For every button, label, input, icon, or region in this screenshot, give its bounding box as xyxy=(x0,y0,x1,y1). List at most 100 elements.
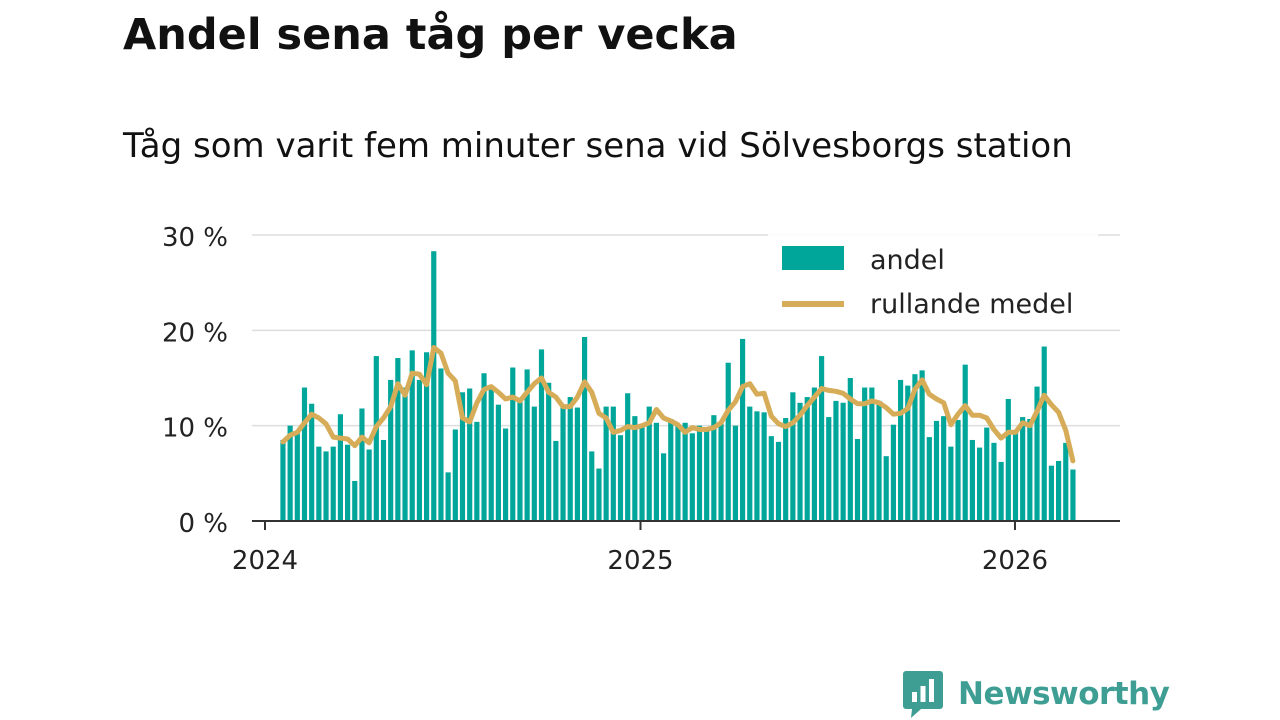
bar xyxy=(531,406,537,521)
bar xyxy=(854,439,861,521)
bar xyxy=(826,417,832,521)
bar xyxy=(1055,460,1062,521)
x-axis: 2024 2025 2026 xyxy=(232,520,1120,576)
bar xyxy=(984,427,990,521)
bar xyxy=(567,397,573,521)
bar xyxy=(280,439,286,521)
bar xyxy=(424,352,430,521)
bar xyxy=(625,393,631,521)
bar xyxy=(517,401,523,521)
y-tick-label: 10 % xyxy=(162,414,228,444)
bar xyxy=(459,392,466,521)
bar xyxy=(488,387,494,521)
newsworthy-logo-icon xyxy=(903,671,943,718)
bar xyxy=(704,427,710,521)
bar xyxy=(718,423,724,521)
y-axis: 0 % 10 % 20 % 30 % xyxy=(162,223,228,539)
series-line xyxy=(280,345,1076,464)
bar xyxy=(294,433,300,521)
bar xyxy=(783,418,789,521)
bar xyxy=(646,406,652,521)
bar xyxy=(682,422,688,521)
bar xyxy=(467,388,473,521)
bar xyxy=(1048,465,1054,521)
bar xyxy=(761,412,767,521)
bar xyxy=(560,406,566,521)
bar xyxy=(955,419,961,521)
bar xyxy=(416,379,422,521)
bar xyxy=(912,374,918,521)
bar xyxy=(969,439,975,521)
bar xyxy=(675,425,681,521)
bar xyxy=(739,338,746,521)
bar xyxy=(948,446,954,521)
bar xyxy=(905,385,911,521)
bar xyxy=(345,444,351,521)
bar xyxy=(1034,386,1040,521)
bar xyxy=(941,416,947,521)
bar xyxy=(797,402,803,521)
bar xyxy=(919,370,925,521)
bar xyxy=(546,382,552,521)
bar-series-andel xyxy=(280,251,1076,521)
legend: andel rullande medel xyxy=(768,233,1098,328)
bar xyxy=(495,404,501,521)
bar xyxy=(976,447,983,521)
bar xyxy=(366,449,372,521)
bar xyxy=(1063,442,1069,521)
bar xyxy=(897,379,904,521)
bar xyxy=(926,437,932,521)
bar xyxy=(840,402,846,521)
bar xyxy=(359,408,365,521)
x-tick-label: 2026 xyxy=(982,546,1048,576)
bar xyxy=(833,400,839,521)
bar xyxy=(991,442,997,521)
bar xyxy=(337,414,343,521)
bar xyxy=(582,337,588,521)
bar xyxy=(388,379,394,521)
bar xyxy=(330,446,336,521)
bar xyxy=(617,435,624,521)
bar xyxy=(747,406,753,521)
bar xyxy=(323,451,329,521)
bar xyxy=(725,362,731,521)
bar xyxy=(811,387,817,521)
legend-label-andel: andel xyxy=(870,245,945,276)
bar xyxy=(847,378,853,521)
bar xyxy=(668,418,674,521)
bar xyxy=(689,433,695,521)
line-series-rullande-medel xyxy=(280,345,1076,464)
bar xyxy=(402,387,408,521)
bar xyxy=(890,424,896,521)
bar xyxy=(639,424,645,521)
bar xyxy=(1020,417,1026,521)
bar xyxy=(503,428,509,521)
bar xyxy=(883,456,889,521)
bar xyxy=(754,411,760,521)
bar xyxy=(790,392,796,521)
bar xyxy=(804,397,810,521)
bar xyxy=(380,439,387,521)
bar xyxy=(696,425,703,521)
bar xyxy=(818,356,825,521)
bar xyxy=(1027,418,1033,521)
x-tick-label: 2024 xyxy=(232,546,298,576)
bar xyxy=(574,407,580,521)
bar xyxy=(1070,469,1076,521)
y-tick-label: 30 % xyxy=(162,223,228,253)
bar xyxy=(445,472,451,521)
bar xyxy=(553,440,559,521)
x-tick-label: 2025 xyxy=(607,546,673,576)
bar xyxy=(768,436,774,521)
bar xyxy=(301,387,308,521)
bar xyxy=(309,403,315,521)
bar xyxy=(409,350,415,521)
bar xyxy=(438,368,444,521)
bar xyxy=(653,422,659,521)
chart: 0 % 10 % 20 % 30 % 2024 2025 2026 andel rullan… xyxy=(162,223,1120,576)
bar xyxy=(998,461,1004,521)
legend-label-rullande-medel: rullande medel xyxy=(870,289,1073,320)
y-tick-label: 20 % xyxy=(162,318,228,348)
brand: Newsworthy xyxy=(903,670,1170,718)
page-subtitle: Tåg som varit fem minuter sena vid Sölve… xyxy=(123,126,1073,166)
